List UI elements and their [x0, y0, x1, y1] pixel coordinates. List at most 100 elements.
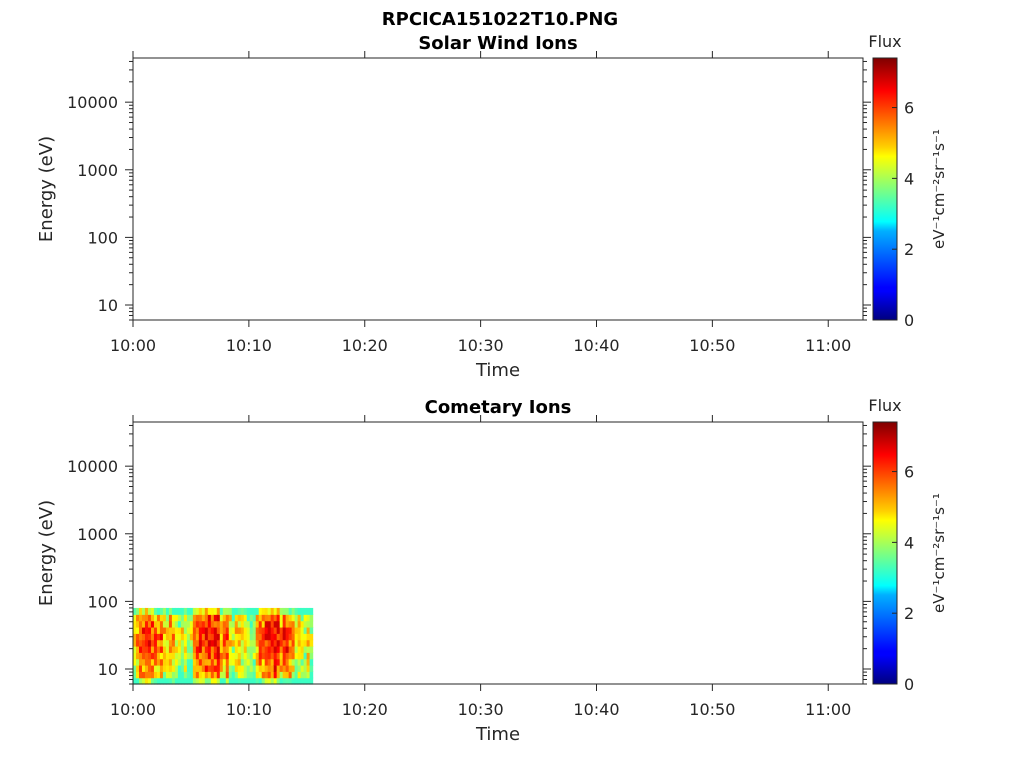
heat-cell [255, 658, 260, 666]
heat-cell [267, 671, 272, 679]
heat-cell [150, 614, 155, 622]
heat-cell [138, 633, 143, 641]
heat-cell [219, 664, 224, 672]
heat-cell [135, 626, 140, 634]
y-axis-label: Energy (eV) [36, 500, 57, 606]
heat-cell [252, 671, 257, 679]
heat-cell [267, 658, 272, 666]
heat-cell [249, 677, 254, 685]
heat-cell [150, 652, 155, 660]
heat-cell [252, 614, 257, 622]
heat-cell [237, 664, 242, 672]
heat-cell [138, 620, 143, 628]
heat-cell [165, 639, 170, 647]
heat-cell [270, 658, 275, 666]
heat-cell [228, 620, 233, 628]
heat-cell [288, 664, 293, 672]
heat-cell [288, 658, 293, 666]
heat-cell [168, 658, 173, 666]
y-tick-label: 10 [98, 296, 118, 315]
heat-cell [246, 607, 251, 615]
heat-cell [276, 671, 281, 679]
heat-cell [192, 652, 197, 660]
heat-cell [237, 633, 242, 641]
heat-cell [201, 664, 206, 672]
heat-cell [291, 658, 296, 666]
heat-cell [264, 633, 269, 641]
heat-cell [165, 633, 170, 641]
heat-cell [267, 652, 272, 660]
heat-cell [261, 658, 266, 666]
heat-cell [195, 645, 200, 653]
heat-cell [291, 671, 296, 679]
heat-cell [225, 639, 230, 647]
heat-cell [135, 639, 140, 647]
heat-cell [252, 658, 257, 666]
heat-cell [264, 639, 269, 647]
heat-cell [216, 614, 221, 622]
x-tick-label: 11:00 [805, 700, 851, 719]
heat-cell [297, 677, 302, 685]
heat-cell [309, 645, 314, 653]
heat-cell [216, 620, 221, 628]
panel-cometary-ions: Cometary Ions 10 100 1000 10000 Energy (eV) 10… [36, 396, 948, 745]
colorbar-tick-label: 4 [904, 533, 914, 552]
heat-cell [267, 645, 272, 653]
heat-cell [270, 664, 275, 672]
heat-cell [141, 633, 146, 641]
heat-cell [171, 607, 176, 615]
heat-cell [168, 620, 173, 628]
heat-cell [133, 607, 137, 615]
heat-cell [222, 626, 227, 634]
heat-cell [180, 677, 185, 685]
heat-cell [267, 607, 272, 615]
heat-cell [306, 671, 311, 679]
heat-cell [192, 677, 197, 685]
heat-cell [156, 677, 161, 685]
heat-cell [180, 664, 185, 672]
heat-cell [240, 658, 245, 666]
heat-cell [201, 652, 206, 660]
heat-cell [270, 614, 275, 622]
heat-cell [237, 652, 242, 660]
heat-cell [249, 626, 254, 634]
heat-cell [133, 664, 137, 672]
heat-cell [210, 639, 215, 647]
heat-cell [174, 633, 179, 641]
heat-cell [138, 639, 143, 647]
heat-cell [216, 607, 221, 615]
heat-cell [303, 607, 308, 615]
heat-cell [225, 614, 230, 622]
heat-cell [144, 607, 149, 615]
heat-cell [147, 658, 152, 666]
heat-cell [273, 626, 278, 634]
heat-cell [168, 677, 173, 685]
heat-cell [285, 626, 290, 634]
heat-cell [276, 658, 281, 666]
heat-cell [171, 614, 176, 622]
heat-cell [219, 639, 224, 647]
heat-cell [306, 620, 311, 628]
colorbar: 0 2 4 6 Flux eV⁻¹cm⁻²sr⁻¹s⁻¹ [868, 32, 948, 330]
heat-cell [135, 671, 140, 679]
heat-cell [276, 639, 281, 647]
heat-cell [228, 607, 233, 615]
heat-cell [177, 645, 182, 653]
heat-cell [258, 639, 263, 647]
heat-cell [162, 620, 167, 628]
colorbar-tick-label: 0 [904, 675, 914, 694]
heat-cell [228, 633, 233, 641]
heat-cell [153, 633, 158, 641]
heat-cell [288, 652, 293, 660]
heat-cell [294, 677, 299, 685]
heat-cell [141, 639, 146, 647]
heat-cell [255, 664, 260, 672]
heat-cell [192, 607, 197, 615]
heat-cell [171, 639, 176, 647]
heat-cell [258, 671, 263, 679]
heat-cell [276, 677, 281, 685]
heat-cell [168, 664, 173, 672]
heat-cell [303, 677, 308, 685]
heat-cell [267, 677, 272, 685]
heat-cell [279, 645, 284, 653]
